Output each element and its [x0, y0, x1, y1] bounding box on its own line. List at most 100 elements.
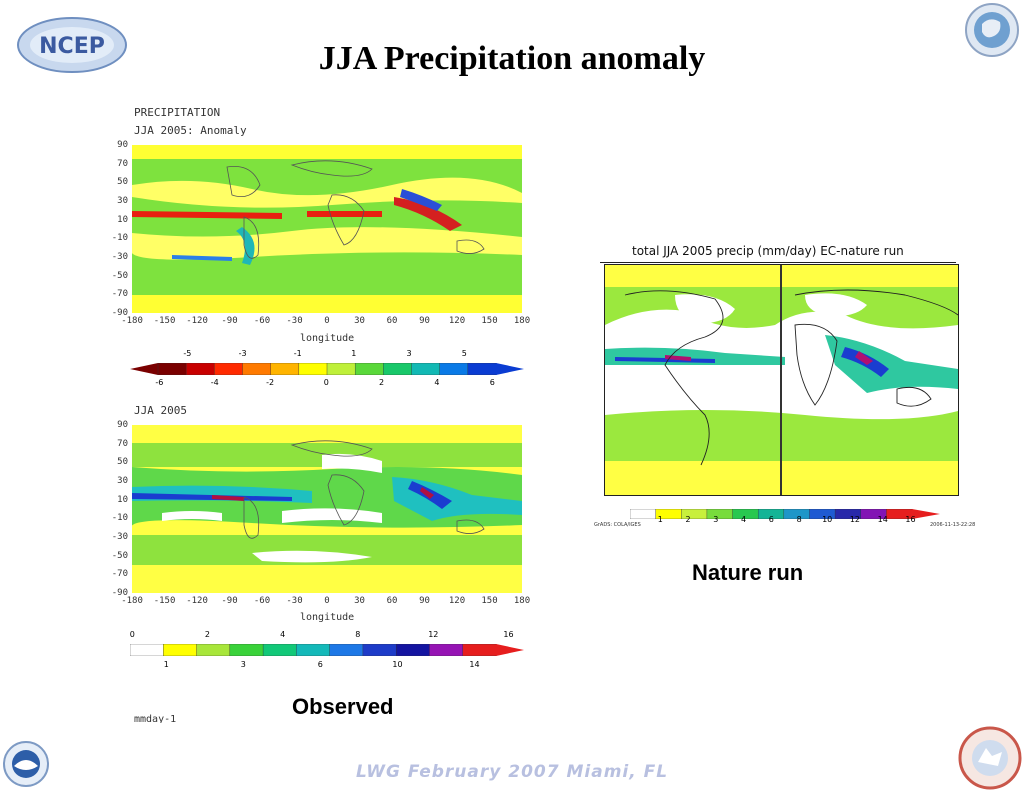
anomaly-header-line2: JJA 2005: Anomaly — [134, 124, 247, 137]
nature-frame-line — [600, 262, 956, 263]
colorbar-segment — [157, 362, 187, 376]
lon-tick-label: 90 — [419, 596, 430, 606]
lat-tick-label: 90 — [117, 140, 128, 150]
nature-colorbar — [629, 506, 940, 520]
colorbar-segment — [242, 362, 272, 376]
colorbar-tick-label: 6 — [768, 515, 774, 524]
lat-tick-label: 30 — [117, 476, 128, 486]
lat-tick-label: -90 — [111, 588, 128, 598]
nature-right-credit: 2006-11-13-22:28 — [930, 522, 976, 528]
ncep-logo-text: NCEP — [39, 34, 105, 59]
colorbar-tick-label: 8 — [796, 515, 802, 524]
nature-title: total JJA 2005 precip (mm/day) EC-nature… — [632, 244, 904, 258]
colorbar-segment — [185, 362, 216, 376]
lat-tick-label: 70 — [117, 158, 128, 169]
lon-tick-label: 30 — [354, 316, 365, 326]
colorbar-tick-label: 0 — [129, 630, 135, 639]
lon-tick-label: 120 — [448, 596, 466, 606]
colorbar-tick-label: 1 — [657, 515, 663, 524]
lat-tick-label: -10 — [111, 513, 128, 524]
lon-tick-label: -60 — [253, 596, 271, 606]
colorbar-tick-label: 12 — [428, 630, 439, 639]
lat-tick-label: -30 — [111, 252, 128, 262]
slide-footer: LWG February 2007 Miami, FL — [355, 762, 669, 782]
colorbar-tick-label: -1 — [293, 349, 302, 358]
lat-tick-label: 50 — [117, 177, 128, 188]
observed-units: mmday-1 — [134, 714, 177, 723]
nature-caption: Nature run — [692, 560, 804, 585]
lon-tick-label: 150 — [481, 596, 498, 606]
anomaly-map — [132, 145, 522, 313]
colorbar-segment — [196, 643, 231, 657]
lat-tick-label: 30 — [117, 196, 128, 206]
anomaly-cbar-top-labels: -5 -3 -1 1 3 5 — [158, 349, 494, 361]
colorbar-tick-label: 6 — [489, 378, 495, 387]
lat-tick-label: -70 — [111, 289, 128, 300]
colorbar-segment — [429, 643, 464, 657]
observed-header: JJA 2005 — [134, 404, 187, 417]
lat-tick-label: 50 — [117, 457, 128, 468]
nws-logo-icon — [958, 726, 1022, 790]
lon-tick-label: -60 — [253, 316, 271, 326]
colorbar-tick-label: 1 — [163, 660, 169, 669]
colorbar-tick-label: -4 — [210, 378, 219, 387]
observed-xlabel: longitude — [300, 612, 355, 623]
lon-tick-label: -150 — [153, 596, 176, 606]
anomaly-xlabel: longitude — [300, 333, 355, 344]
colorbar-segment — [439, 362, 469, 376]
colorbar-tick-label: 1 — [351, 349, 357, 358]
colorbar-tick-label: -5 — [183, 349, 192, 358]
colorbar-tick-label: -2 — [266, 378, 275, 387]
colorbar-segment — [262, 643, 298, 657]
lon-tick-label: 180 — [513, 596, 531, 606]
colorbar-tick-label: 3 — [713, 515, 719, 524]
lon-tick-label: -150 — [153, 316, 176, 326]
lat-tick-label: -50 — [111, 550, 128, 561]
lon-tick-label: -180 — [121, 596, 143, 606]
lat-tick-label: 70 — [117, 438, 128, 449]
colorbar-segment — [467, 362, 497, 376]
lat-tick-label: 10 — [117, 214, 128, 225]
colorbar-tick-label: 10 — [392, 660, 403, 669]
globe-logo-icon — [964, 2, 1020, 58]
colorbar-segment — [214, 362, 244, 376]
colorbar-tick-label: 14 — [469, 660, 480, 669]
colorbar-tick-label: 4 — [434, 378, 440, 387]
lon-tick-label: 60 — [386, 316, 398, 326]
lon-tick-label: 30 — [354, 596, 365, 606]
lat-tick-label: -90 — [111, 308, 128, 318]
colorbar-tick-label: 12 — [849, 515, 861, 524]
colorbar-left-arrow — [130, 363, 158, 375]
colorbar-tick-label: 16 — [503, 630, 514, 639]
anomaly-lon-axis: -180 -150 -120 -90 -60 -30 0 30 60 90 120 150 180 — [121, 316, 530, 330]
colorbar-tick-label: 16 — [905, 515, 916, 524]
lon-tick-label: 180 — [513, 316, 531, 326]
colorbar-segment — [296, 643, 331, 657]
lon-tick-label: -90 — [221, 596, 238, 606]
ncep-logo: NCEP — [16, 16, 128, 74]
lat-tick-label: -50 — [111, 270, 128, 281]
colorbar-segment — [354, 362, 385, 376]
lon-tick-label: -30 — [286, 316, 303, 326]
colorbar-tick-label: -6 — [155, 378, 164, 387]
colorbar-tick-label: 8 — [355, 630, 361, 639]
nature-cbar-ticks: 1 2 3 4 6 8 10 12 14 16 — [630, 515, 940, 525]
lon-tick-label: -120 — [186, 596, 208, 606]
lon-tick-label: 0 — [324, 596, 330, 606]
colorbar-segment — [298, 362, 328, 376]
colorbar-tick-label: 4 — [280, 630, 286, 639]
colorbar-tick-label: 4 — [741, 515, 747, 524]
lon-tick-label: -30 — [286, 596, 303, 606]
lon-tick-label: 120 — [448, 316, 466, 326]
colorbar-tick-label: 14 — [877, 515, 888, 524]
colorbar-tick-label: 3 — [406, 349, 412, 358]
colorbar-right-arrow — [912, 509, 940, 519]
colorbar-right-arrow — [496, 644, 524, 656]
slide-title: JJA Precipitation anomaly — [318, 40, 706, 77]
colorbar-tick-label: 3 — [240, 660, 246, 669]
lon-tick-label: -180 — [121, 316, 143, 326]
anomaly-lat-axis: 90 70 50 30 10 -10 -30 -50 -70 -90 — [96, 140, 130, 320]
observed-colorbar — [129, 643, 524, 657]
colorbar-tick-label: 6 — [317, 660, 323, 669]
colorbar-segment — [229, 643, 264, 657]
